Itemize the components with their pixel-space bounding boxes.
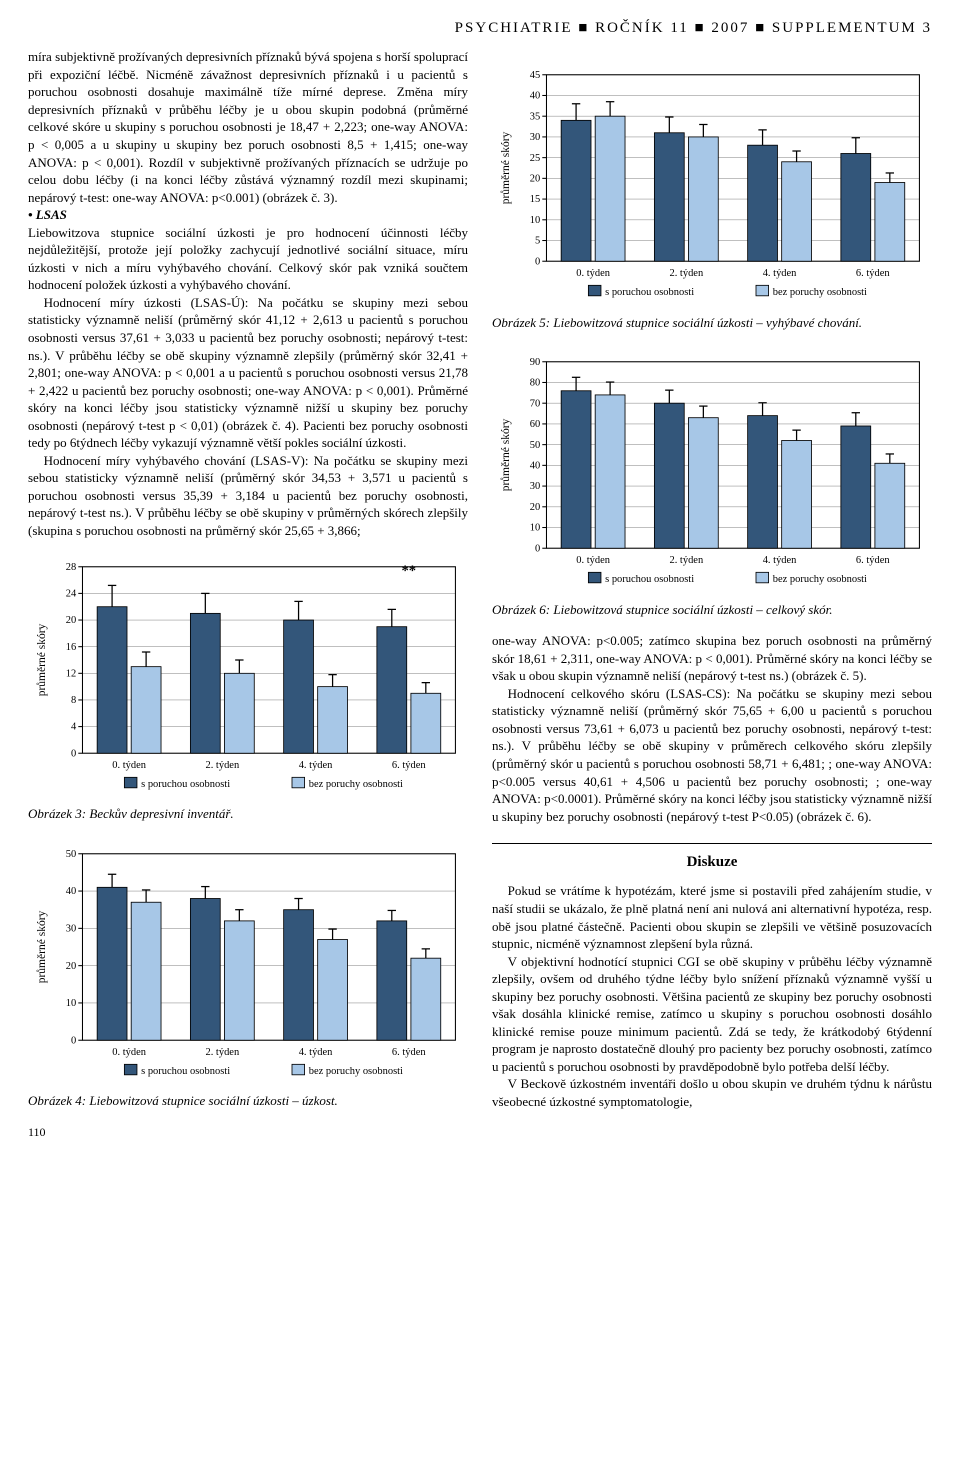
svg-text:průměrné skóry: průměrné skóry [499, 132, 512, 205]
svg-text:bez poruchy osobnosti: bez poruchy osobnosti [773, 574, 867, 585]
svg-text:0: 0 [71, 748, 76, 759]
para-1: míra subjektivně prožívaných depresivníc… [28, 48, 468, 206]
left-column: míra subjektivně prožívaných depresivníc… [28, 48, 468, 1139]
journal-header: PSYCHIATRIE ■ ROČNÍK 11 ■ 2007 ■ SUPPLEM… [28, 18, 932, 38]
diskuze-title: Diskuze [492, 852, 932, 872]
chart-6-caption: Obrázek 6: Liebowitzová stupnice sociáln… [492, 601, 932, 619]
chart-6: 0 10 20 30 40 50 60 70 80 90 0. týden 2. týden 4. tý… [492, 345, 932, 618]
svg-text:0. týden: 0. týden [576, 555, 610, 566]
svg-text:bez poruchy osobnosti: bez poruchy osobnosti [309, 1065, 403, 1076]
right-column: 0 5 10 15 20 25 30 35 40 45 0. týden 2. týden 4. týd… [492, 48, 932, 1139]
svg-text:16: 16 [66, 641, 76, 652]
svg-text:0: 0 [535, 544, 540, 555]
svg-text:4. týden: 4. týden [299, 759, 333, 770]
svg-text:30: 30 [66, 923, 76, 934]
svg-text:30: 30 [530, 481, 540, 492]
svg-text:6. týden: 6. týden [392, 759, 426, 770]
svg-text:4. týden: 4. týden [299, 1046, 333, 1057]
svg-text:70: 70 [530, 399, 540, 410]
diskuze-1: Pokud se vrátíme k hypotézám, které jsme… [492, 882, 932, 952]
para-2: Liebowitzova stupnice sociální úzkosti j… [28, 224, 468, 294]
svg-text:30: 30 [530, 132, 540, 143]
svg-text:40: 40 [66, 886, 76, 897]
svg-text:10: 10 [530, 215, 540, 226]
svg-text:s poruchou osobnosti: s poruchou osobnosti [141, 1065, 230, 1076]
svg-text:40: 40 [530, 461, 540, 472]
para-4: Hodnocení míry vyhýbavého chování (LSAS-… [28, 452, 468, 540]
svg-text:bez poruchy osobnosti: bez poruchy osobnosti [309, 778, 403, 789]
svg-text:průměrné skóry: průměrné skóry [35, 623, 48, 696]
para-5: one-way ANOVA: p<0.005; zatímco skupina … [492, 632, 932, 685]
svg-text:28: 28 [66, 561, 76, 572]
diskuze-2: V objektivní hodnotící stupnici CGI se o… [492, 953, 932, 1076]
svg-text:s poruchou osobnosti: s poruchou osobnosti [605, 287, 694, 298]
svg-text:průměrné skóry: průměrné skóry [499, 419, 512, 492]
svg-text:s poruchou osobnosti: s poruchou osobnosti [141, 778, 230, 789]
para-3: Hodnocení míry úzkosti (LSAS-Ú): Na počá… [28, 294, 468, 452]
svg-text:24: 24 [66, 588, 77, 599]
svg-text:20: 20 [530, 502, 540, 513]
svg-text:6. týden: 6. týden [392, 1046, 426, 1057]
chart-4-caption: Obrázek 4: Liebowitzová stupnice sociáln… [28, 1092, 468, 1110]
svg-text:4. týden: 4. týden [763, 555, 797, 566]
svg-text:12: 12 [66, 668, 76, 679]
svg-text:2. týden: 2. týden [669, 555, 703, 566]
svg-text:6. týden: 6. týden [856, 268, 890, 279]
diskuze-3: V Beckově úzkostném inventáři došlo u ob… [492, 1075, 932, 1110]
svg-text:2. týden: 2. týden [205, 1046, 239, 1057]
chart-3: 0 4 8 12 16 20 24 28 0. týden 2. týden 4. týden 6. … [28, 550, 468, 823]
svg-text:4. týden: 4. týden [763, 268, 797, 279]
svg-text:0. týden: 0. týden [112, 759, 146, 770]
page-number: 110 [28, 1124, 468, 1140]
svg-text:20: 20 [530, 174, 540, 185]
svg-text:15: 15 [530, 194, 540, 205]
svg-text:20: 20 [66, 615, 76, 626]
svg-text:0. týden: 0. týden [576, 268, 610, 279]
svg-text:80: 80 [530, 378, 540, 389]
svg-text:50: 50 [66, 848, 76, 859]
svg-text:10: 10 [530, 523, 540, 534]
svg-text:40: 40 [530, 91, 540, 102]
svg-text:5: 5 [535, 236, 540, 247]
svg-text:0. týden: 0. týden [112, 1046, 146, 1057]
svg-text:0: 0 [535, 257, 540, 268]
svg-text:0: 0 [71, 1035, 76, 1046]
svg-text:25: 25 [530, 153, 540, 164]
chart-3-caption: Obrázek 3: Beckův depresivní inventář. [28, 805, 468, 823]
svg-text:4: 4 [71, 721, 77, 732]
svg-text:45: 45 [530, 70, 540, 81]
chart-5-caption: Obrázek 5: Liebowitzová stupnice sociáln… [492, 314, 932, 332]
svg-text:bez poruchy osobnosti: bez poruchy osobnosti [773, 287, 867, 298]
svg-text:90: 90 [530, 357, 540, 368]
svg-text:50: 50 [530, 440, 540, 451]
section-rule [492, 843, 932, 844]
lsas-bullet: • LSAS [28, 206, 468, 224]
svg-text:60: 60 [530, 419, 540, 430]
svg-text:10: 10 [66, 998, 76, 1009]
chart-5: 0 5 10 15 20 25 30 35 40 45 0. týden 2. týden 4. týd… [492, 58, 932, 331]
svg-text:**: ** [401, 563, 416, 579]
svg-text:2. týden: 2. týden [205, 759, 239, 770]
para-6: Hodnocení celkového skóru (LSAS-CS): Na … [492, 685, 932, 825]
svg-text:35: 35 [530, 112, 540, 123]
chart-4: 0 10 20 30 40 50 0. týden 2. týden 4. týden 6. tý… [28, 837, 468, 1110]
svg-text:průměrné skóry: průměrné skóry [35, 910, 48, 983]
svg-text:8: 8 [71, 695, 76, 706]
svg-text:20: 20 [66, 960, 76, 971]
svg-text:s poruchou osobnosti: s poruchou osobnosti [605, 574, 694, 585]
svg-text:6. týden: 6. týden [856, 555, 890, 566]
svg-text:2. týden: 2. týden [669, 268, 703, 279]
